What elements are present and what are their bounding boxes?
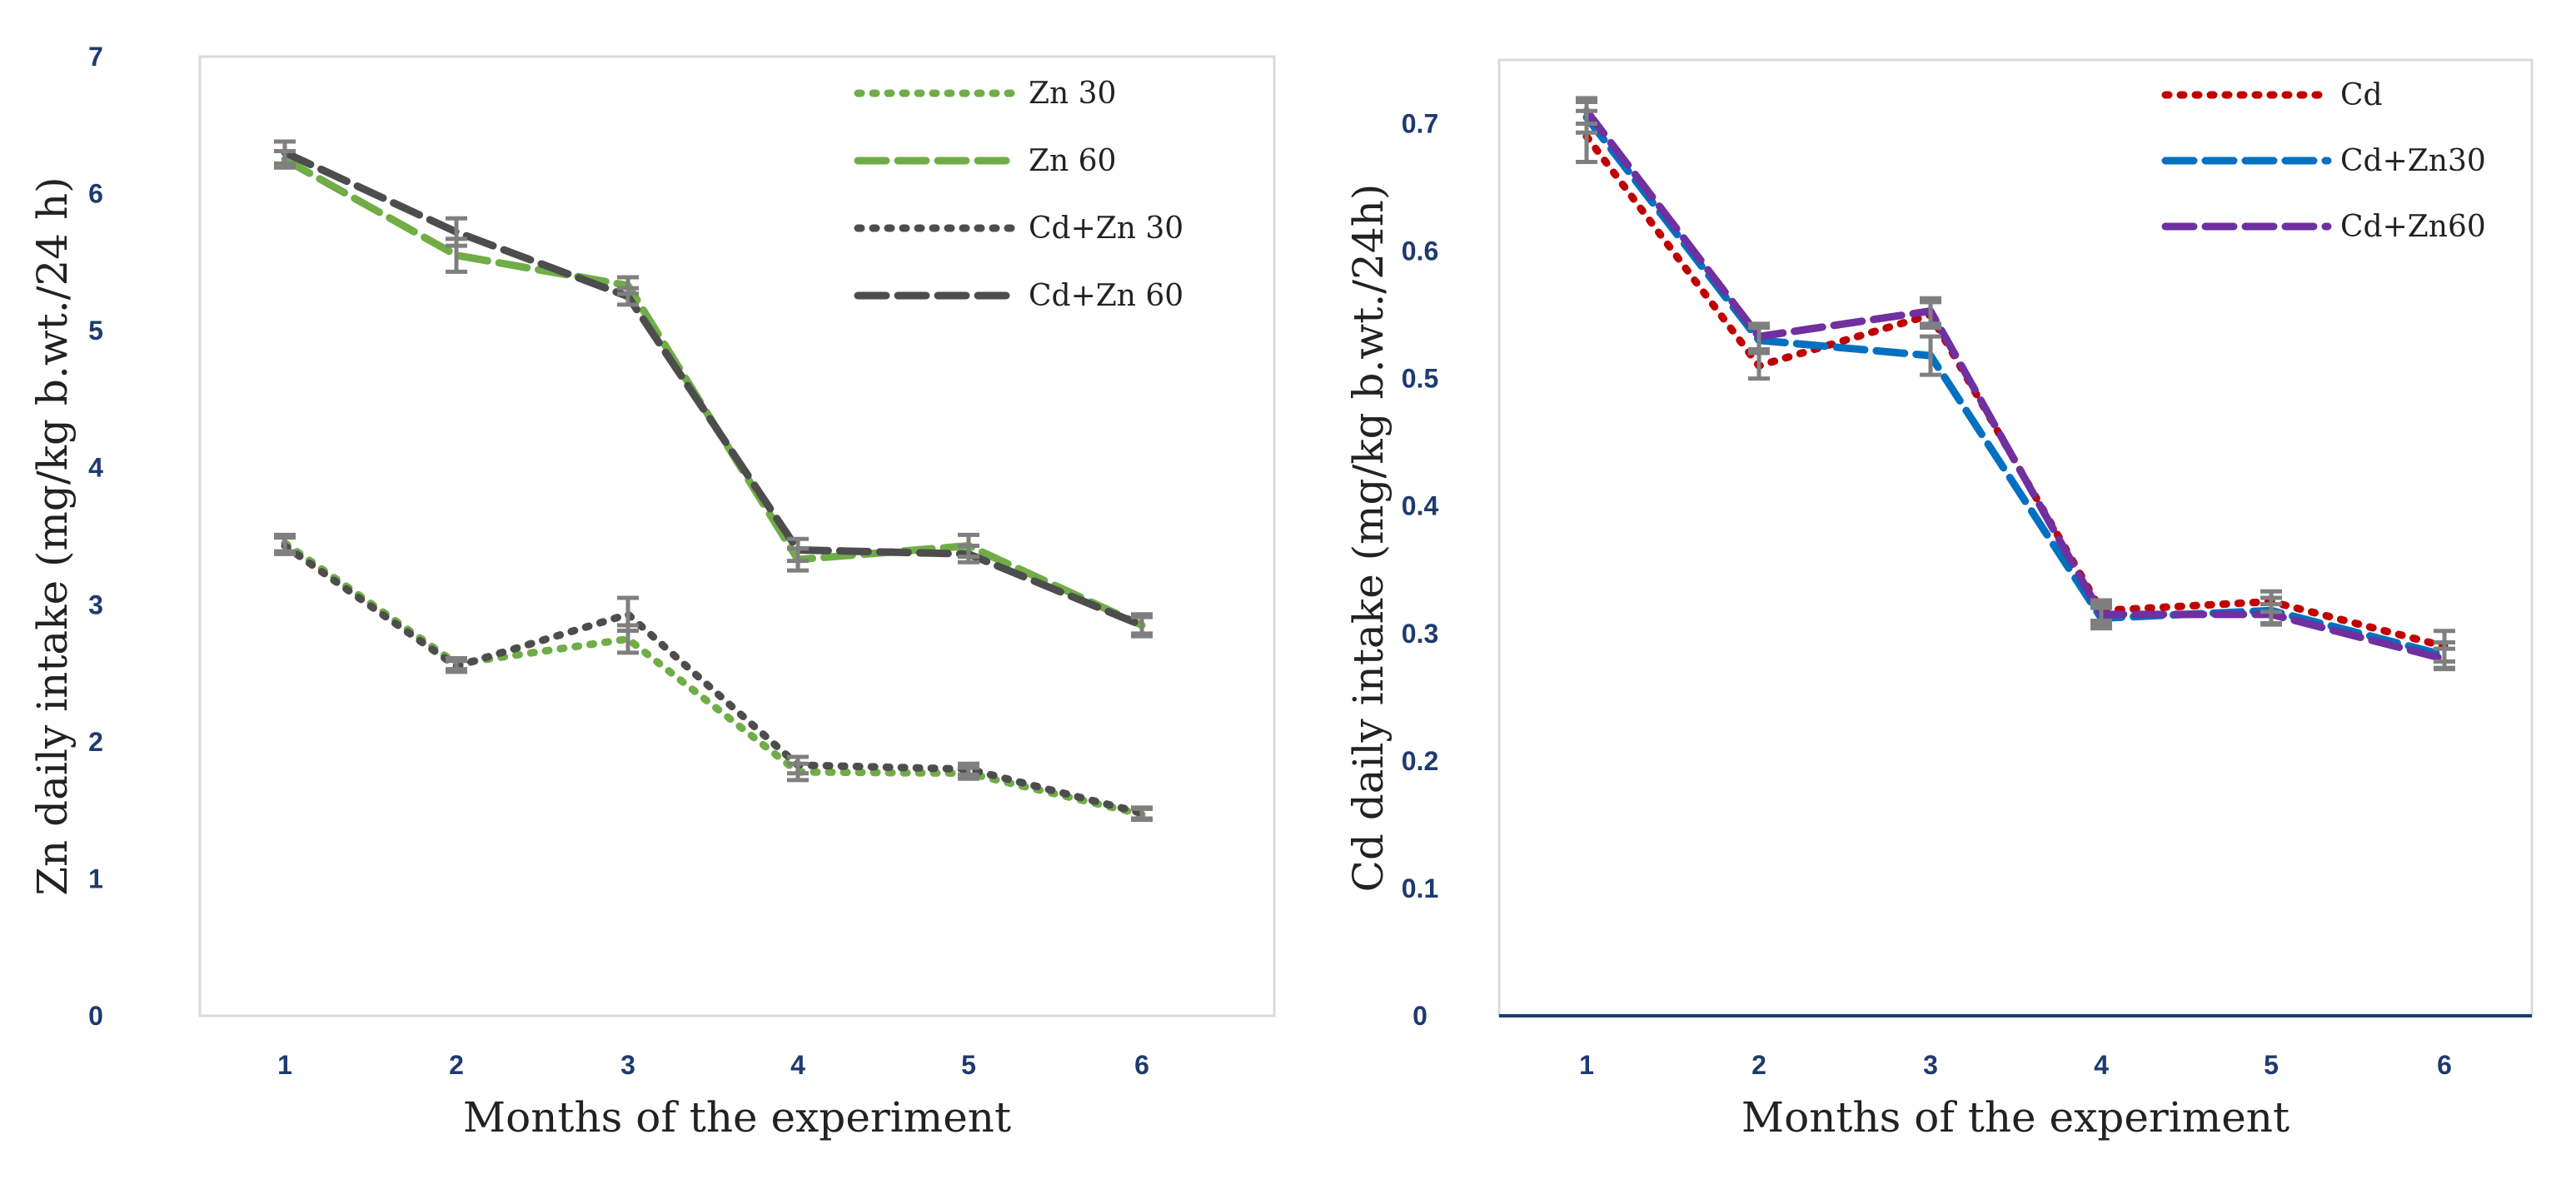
series-line-1 [281,539,1146,818]
error-bar [274,139,296,166]
legend-label: Zn 60 [1029,144,1116,178]
y-tick-label: 0.6 [1402,236,1438,266]
error-bar [1131,805,1153,821]
error-bar [617,286,639,307]
legend-label: Cd+Zn30 [2340,144,2486,178]
legend-label: Cd+Zn 60 [1029,279,1183,313]
y-axis-title: Zn daily intake (mg/kg b.wt./24 h) [28,177,77,895]
error-bar [1920,296,1941,326]
x-tick-label: 1 [1579,1050,1594,1080]
error-bar [958,761,979,777]
x-tick-label: 5 [961,1050,976,1080]
series-line-3 [281,542,1146,817]
error-bar [446,659,467,674]
x-tick-label: 4 [2094,1050,2109,1080]
error-bar [2434,646,2455,672]
y-tick-label: 4 [88,453,103,483]
legend-label: Cd [2340,78,2383,112]
y-axis-title: Cd daily intake (mg/kg b.wt./24h) [1344,184,1393,893]
x-tick-label: 1 [277,1050,292,1080]
series-line-1 [1582,132,2449,650]
legend-label: Cd+Zn 30 [1029,211,1183,246]
error-bar [1576,96,1597,127]
y-tick-label: 0.1 [1402,873,1438,903]
error-bar [787,754,809,776]
error-bar [2260,602,2282,627]
y-tick-label: 0.2 [1402,746,1438,776]
y-tick-label: 0.5 [1402,364,1438,394]
y-tick-label: 3 [88,590,103,619]
y-tick-label: 6 [88,179,103,209]
x-axis-title: Months of the experiment [463,1093,1011,1142]
plot-frame [198,55,1276,1017]
y-tick-label: 0 [88,1001,103,1031]
error-bar [1748,321,1770,351]
error-bar [958,544,979,565]
series-line-3 [1582,107,2449,663]
y-tick-label: 0 [1413,1001,1428,1031]
y-tick-label: 0.3 [1402,619,1438,649]
error-bar [1131,612,1153,639]
x-tick-label: 6 [1134,1050,1149,1080]
error-bar [787,536,809,564]
y-tick-label: 0.7 [1402,109,1438,139]
chart-1: 0 1 2 3 4 5 6 7 1 2 3 4 5 6 Months of the experiment Zn… [28,42,1276,1142]
legend-label: Cd+Zn60 [2340,210,2486,244]
error-bar [617,595,639,634]
y-tick-label: 7 [88,42,103,72]
x-tick-label: 2 [449,1050,464,1080]
error-bar [274,535,296,556]
chart-2: 0 0.1 0.2 0.3 0.4 0.5 0.6 0.7 1 2 3 4 5 6 Months of th… [1344,58,2534,1142]
legend: Cd Cd+Zn30 Cd+Zn60 [2161,78,2486,244]
legend-label: Zn 30 [1029,77,1116,111]
error-bar [2090,602,2112,627]
legend: Zn 30 Zn 60 Cd+Zn 30 Cd+Zn 60 [854,77,1183,313]
y-tick-label: 2 [88,727,103,757]
series-line-2 [1582,113,2449,659]
y-tick-label: 0.4 [1402,491,1439,521]
x-tick-label: 5 [2264,1050,2279,1080]
error-bar [1920,334,1941,377]
y-tick-label: 1 [88,863,103,893]
y-tick-label: 5 [88,316,103,346]
x-tick-label: 4 [790,1050,805,1080]
x-tick-label: 2 [1751,1050,1766,1080]
x-axis-title: Months of the experiment [1741,1093,2290,1142]
x-tick-label: 6 [2437,1050,2452,1080]
x-tick-label: 3 [620,1050,635,1080]
series-line-4 [281,148,1146,629]
error-bar [446,216,467,248]
x-tick-label: 3 [1923,1050,1938,1080]
